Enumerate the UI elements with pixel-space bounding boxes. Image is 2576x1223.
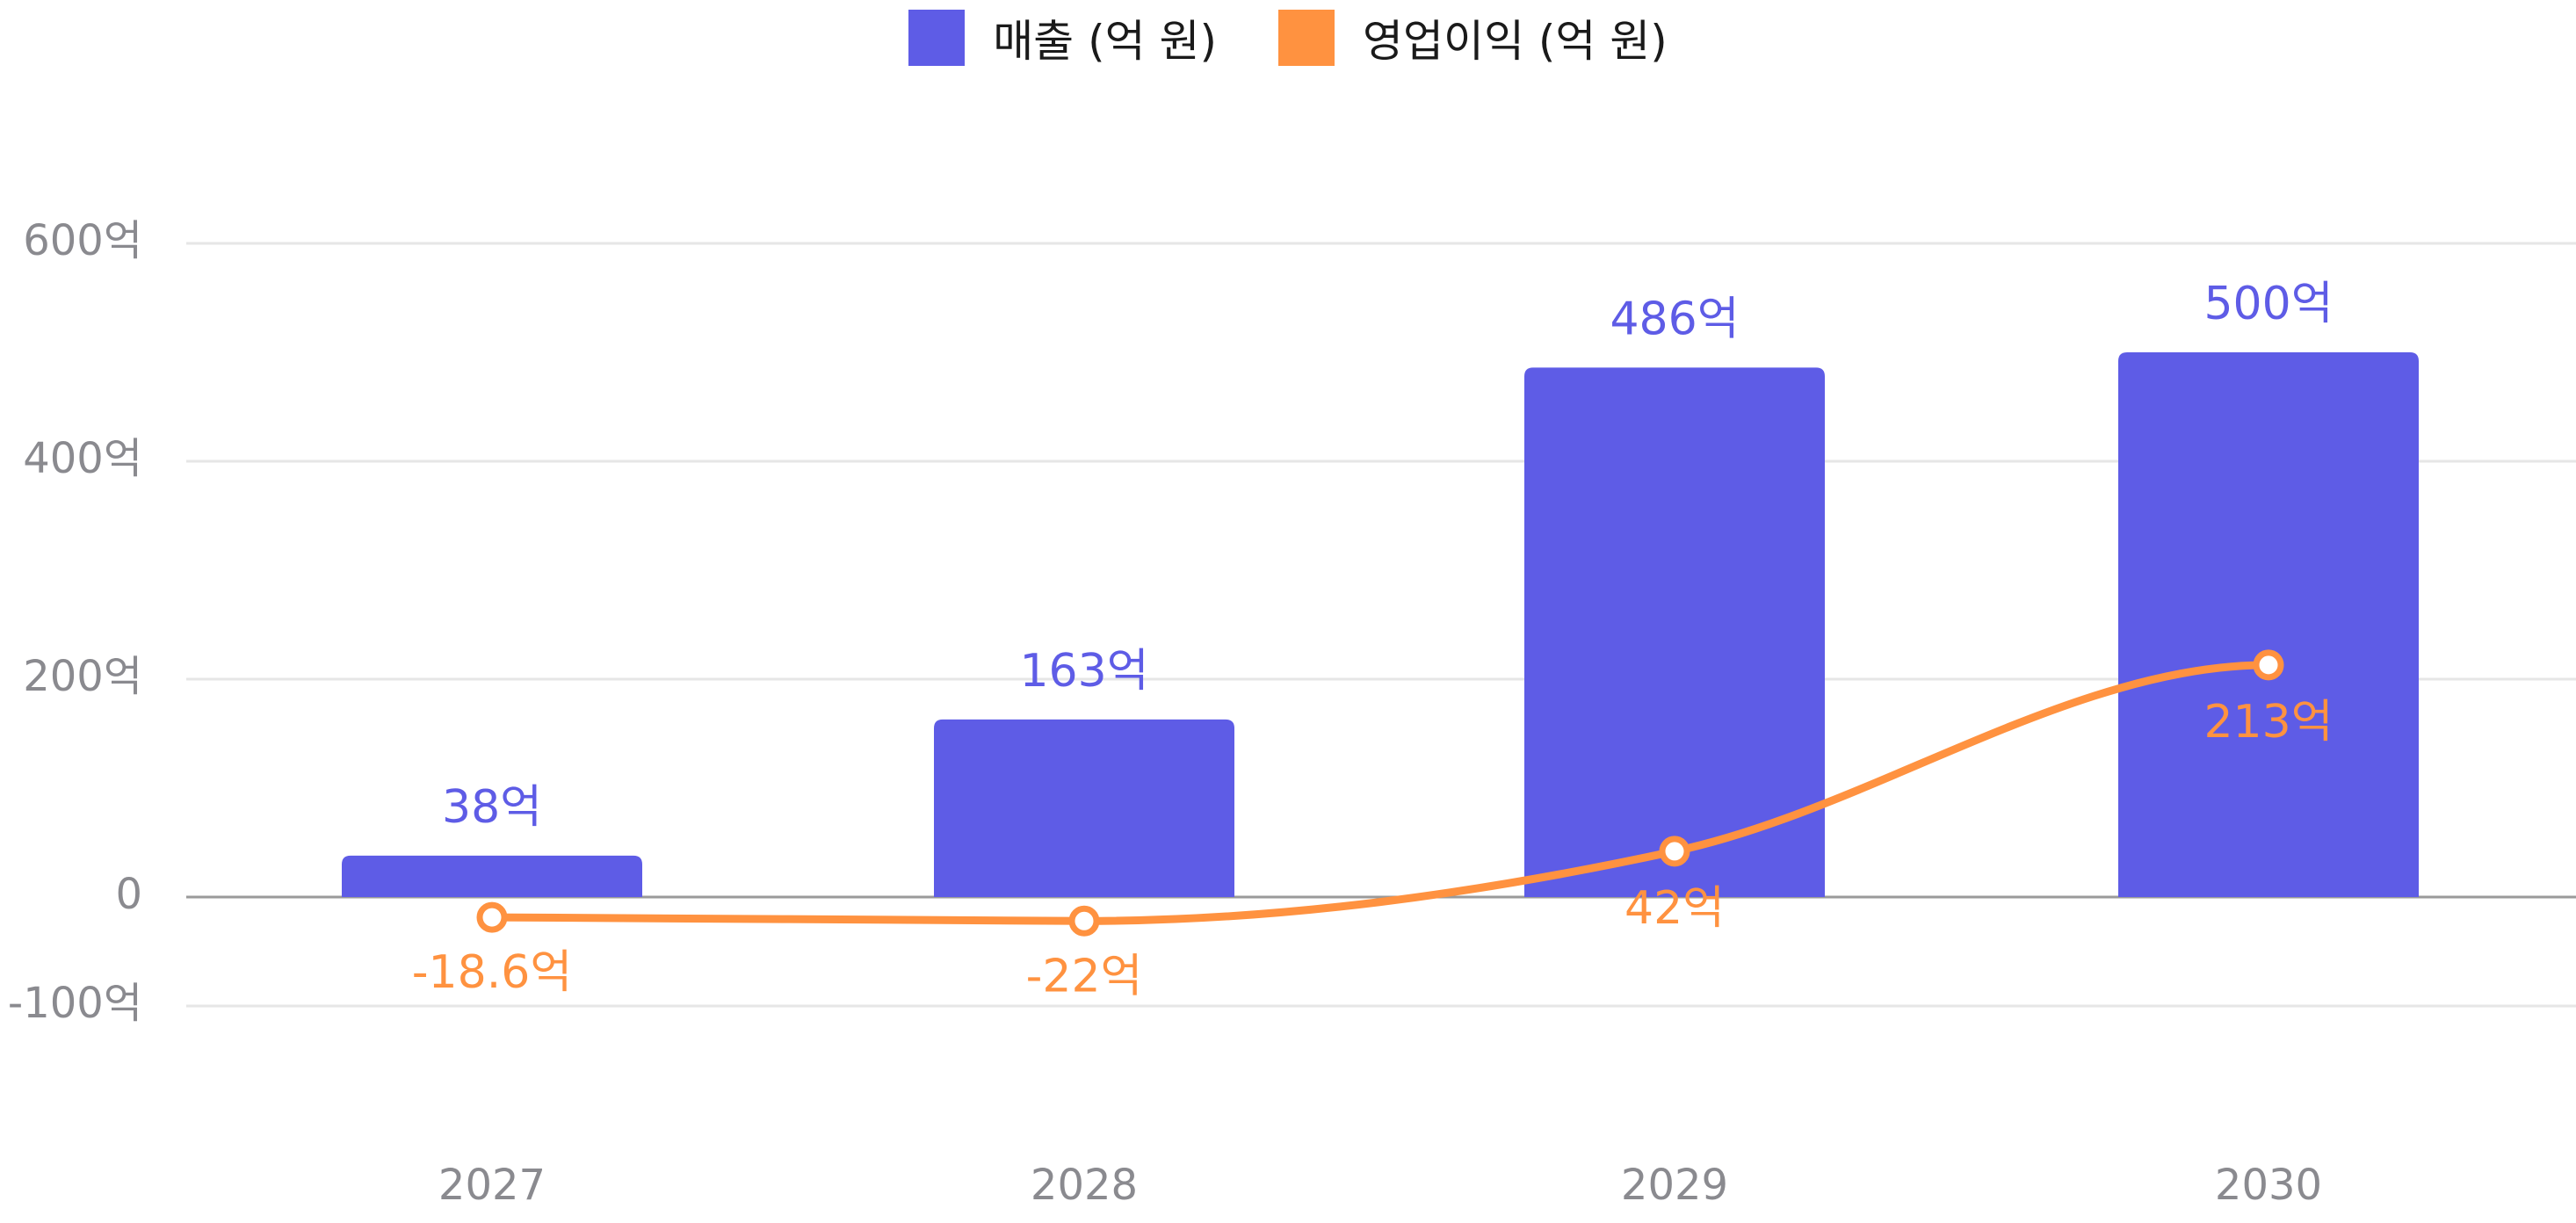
data-label-profit: 42억 <box>1624 882 1725 935</box>
data-label-revenue: 486억 <box>1610 293 1739 345</box>
bar-revenue-2030 <box>2118 352 2419 897</box>
data-label-revenue: 38억 <box>442 781 542 834</box>
point-profit-2027 <box>476 901 508 933</box>
x-axis: 2027 2028 2029 2030 <box>438 1161 2322 1210</box>
bar-revenue-2027 <box>342 855 642 897</box>
x-tick-label: 2028 <box>1031 1161 1138 1210</box>
legend: 매출 (억 원) 영업이익 (억 원) <box>0 7 2576 69</box>
legend-swatch-profit <box>1278 10 1335 66</box>
line-profit <box>488 661 2273 925</box>
y-axis: 600억 400억 200억 0 -100억 <box>8 216 142 1028</box>
y-tick-label: 400억 <box>23 434 142 483</box>
data-labels: 38억 163억 486억 500억 -18.6억 -22억 42억 213억 <box>412 278 2334 1002</box>
point-profit-2029 <box>1659 836 1690 867</box>
point-profit-2030 <box>2253 649 2284 681</box>
line-series <box>476 649 2284 937</box>
bar-revenue-2028 <box>934 719 1234 897</box>
y-tick-label: -100억 <box>8 979 142 1028</box>
y-tick-label: 600억 <box>23 216 142 265</box>
legend-swatch-revenue <box>908 10 966 66</box>
data-label-revenue: 500억 <box>2203 278 2333 330</box>
x-tick-label: 2027 <box>438 1161 546 1210</box>
data-label-profit: -18.6억 <box>412 946 572 999</box>
legend-label-revenue: 매출 (억 원) <box>993 16 1217 67</box>
x-tick-label: 2029 <box>1621 1161 1728 1210</box>
data-label-profit: -22억 <box>1026 950 1143 1002</box>
bar-revenue-2029 <box>1524 367 1825 897</box>
x-tick-label: 2030 <box>2215 1161 2322 1210</box>
y-tick-label: 0 <box>115 870 142 919</box>
bar-series <box>342 352 2419 897</box>
data-label-profit: 213억 <box>2203 696 2333 749</box>
data-label-revenue: 163억 <box>1019 645 1148 698</box>
point-profit-2028 <box>1068 905 1100 937</box>
legend-label-profit: 영업이익 (억 원) <box>1363 16 1668 67</box>
legend-item-profit[interactable]: 영업이익 (억 원) <box>1278 6 1668 69</box>
y-tick-label: 200억 <box>23 652 142 701</box>
legend-item-revenue[interactable]: 매출 (억 원) <box>908 6 1217 69</box>
